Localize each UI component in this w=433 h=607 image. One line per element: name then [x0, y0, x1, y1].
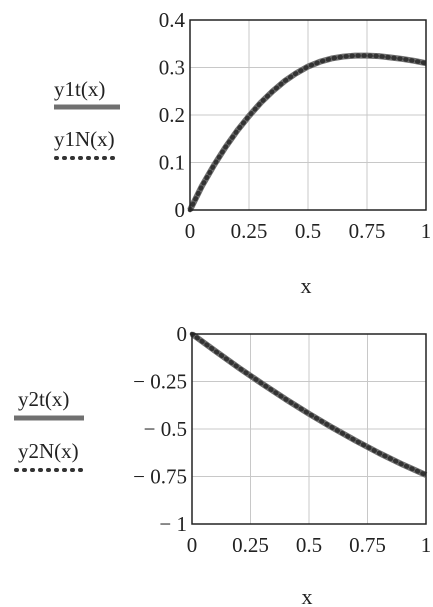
y-tick-label: 0.3 — [159, 56, 185, 80]
x-tick-label: 0.5 — [296, 533, 322, 557]
y-tick-label: 0 — [175, 198, 186, 222]
y-tick-label: 0.2 — [159, 103, 185, 127]
x-tick-label: 0 — [187, 533, 198, 557]
x-tick-label: 0.75 — [349, 533, 386, 557]
legend-label-y2N(x): y2N(x) — [18, 439, 79, 463]
y-tick-label: − 0.25 — [133, 370, 187, 394]
y-tick-label: 0.4 — [159, 8, 186, 32]
y-tick-label: − 0.75 — [133, 465, 187, 489]
y-tick-label: − 0.5 — [144, 417, 187, 441]
x-axis-label: x — [301, 273, 312, 298]
x-tick-label: 0.75 — [349, 219, 386, 243]
y-tick-label: − 1 — [159, 512, 187, 536]
chart-bottom: 0 0.25 0.5 0.75 1 0 − 0.25 − 0.5 − 0.75 − 1 x y2t(x… — [14, 322, 431, 607]
chart-top: 0 0.25 0.5 0.75 1 0 0.1 0.2 0.3 0.4 x y1t(x) y1N(x) — [54, 8, 431, 298]
x-tick-label: 1 — [421, 219, 432, 243]
legend-label-y2t(x): y2t(x) — [18, 387, 69, 411]
x-tick-label: 0.25 — [231, 219, 268, 243]
legend-label-y1t(x): y1t(x) — [54, 77, 105, 101]
plot-frame — [189, 19, 427, 211]
x-tick-label: 0 — [185, 219, 196, 243]
y-tick-label: 0.1 — [159, 151, 185, 175]
series-y2N(x) — [189, 331, 429, 478]
x-axis-label: x — [302, 584, 313, 607]
y-tick-label: 0 — [177, 322, 188, 346]
x-tick-label: 0.5 — [295, 219, 321, 243]
plot-frame — [191, 333, 427, 525]
series-y1N(x) — [187, 53, 429, 213]
legend-label-y1N(x): y1N(x) — [54, 127, 115, 151]
x-tick-label: 1 — [421, 533, 432, 557]
x-tick-label: 0.25 — [232, 533, 269, 557]
